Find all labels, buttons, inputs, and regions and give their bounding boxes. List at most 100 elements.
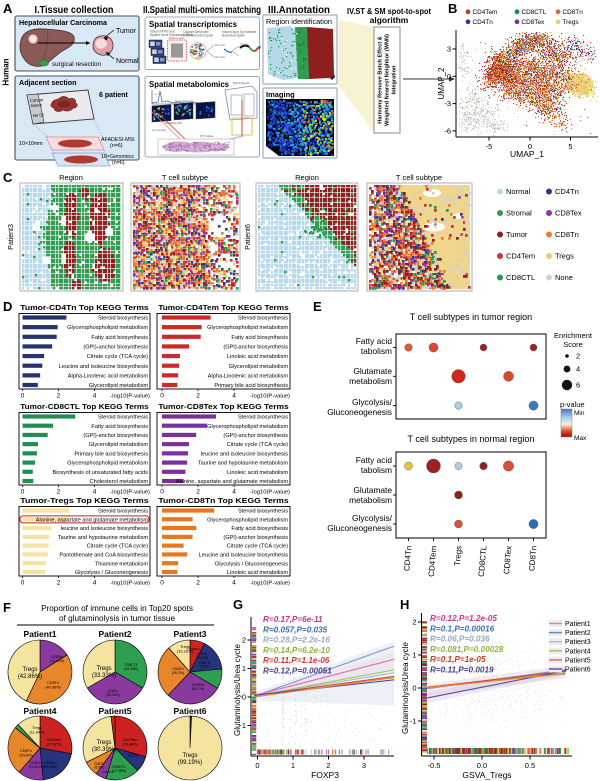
svg-text:D: D bbox=[3, 299, 12, 314]
svg-text:tabolism: tabolism bbox=[361, 465, 392, 475]
svg-text:CD4Tem: CD4Tem bbox=[473, 9, 498, 16]
svg-text:Patient4: Patient4 bbox=[23, 706, 56, 716]
svg-text:Tregs: Tregs bbox=[96, 666, 111, 672]
svg-text:CD4Tn: CD4Tn bbox=[473, 19, 494, 26]
svg-text:R=0.057,P=0.035: R=0.057,P=0.035 bbox=[263, 625, 328, 634]
svg-text:(GPI)-anchor biosynthesis: (GPI)-anchor biosynthesis bbox=[83, 433, 148, 439]
svg-text:R1 part: R1 part bbox=[215, 43, 225, 47]
svg-text:0: 0 bbox=[21, 393, 25, 400]
svg-text:CD8Tn: CD8Tn bbox=[20, 749, 32, 753]
svg-text:Visium spot: Visium spot bbox=[169, 36, 185, 40]
svg-text:-3: -3 bbox=[444, 99, 451, 108]
svg-text:6 patient: 6 patient bbox=[99, 92, 128, 99]
svg-text:Glycerophospholipid metabolism: Glycerophospholipid metabolism bbox=[207, 517, 288, 523]
svg-text:Glutamate: Glutamate bbox=[353, 485, 392, 495]
svg-text:(99.19%): (99.19%) bbox=[178, 760, 202, 766]
svg-text:Glutaminolysis/Urea cycle: Glutaminolysis/Urea cycle bbox=[401, 641, 410, 734]
svg-text:Alanine, aspartate and glutama: Alanine, aspartate and glutamate metabol… bbox=[176, 479, 289, 485]
svg-text:CD8Tex: CD8Tex bbox=[30, 761, 43, 765]
svg-text:CD8CTL: CD8CTL bbox=[522, 9, 547, 16]
svg-text:(6.9%): (6.9%) bbox=[94, 765, 103, 769]
svg-text:Tumor-CD8Tn Top KEGG Terms: Tumor-CD8Tn Top KEGG Terms bbox=[158, 496, 288, 505]
svg-text:Min: Min bbox=[574, 410, 585, 417]
svg-text:R=0.28,P=2.2e-16: R=0.28,P=2.2e-16 bbox=[263, 636, 330, 645]
svg-text:CD8Tex: CD8Tex bbox=[192, 683, 205, 687]
svg-text:Tregs: Tregs bbox=[22, 667, 37, 673]
svg-text:Patient3: Patient3 bbox=[8, 224, 15, 250]
svg-text:2: 2 bbox=[57, 489, 61, 496]
svg-text:CD8Tn: CD8Tn bbox=[555, 230, 579, 239]
svg-text:Patient3: Patient3 bbox=[565, 639, 591, 646]
svg-text:Citrate cycle (TCA cycle): Citrate cycle (TCA cycle) bbox=[227, 544, 288, 550]
svg-text:ITO slides: ITO slides bbox=[200, 134, 214, 138]
svg-text:T cell subtypes in tumor regio: T cell subtypes in tumor region bbox=[410, 312, 532, 322]
svg-text:Glycerolipid metabolism: Glycerolipid metabolism bbox=[229, 364, 289, 370]
svg-text:Primary bile acid biosynthesis: Primary bile acid biosynthesis bbox=[74, 451, 148, 457]
svg-text:Glycolysis/: Glycolysis/ bbox=[352, 513, 393, 523]
svg-text:Patient2: Patient2 bbox=[98, 629, 131, 639]
svg-text:Score: Score bbox=[563, 340, 583, 349]
svg-text:CD8Tex: CD8Tex bbox=[51, 655, 63, 659]
svg-text:(9.8%): (9.8%) bbox=[200, 665, 209, 669]
svg-text:Glycerophospholipid metabolism: Glycerophospholipid metabolism bbox=[67, 325, 148, 331]
svg-text:Thiamine metabolism: Thiamine metabolism bbox=[95, 561, 149, 567]
svg-text:Glycerophospholipid metabolism: Glycerophospholipid metabolism bbox=[207, 325, 288, 331]
svg-text:New channels: New channels bbox=[175, 99, 194, 103]
svg-text:0.0: 0.0 bbox=[477, 761, 487, 770]
svg-text:(42.86%): (42.86%) bbox=[18, 674, 42, 680]
svg-text:Glutaminolysis/Urea cycle: Glutaminolysis/Urea cycle bbox=[233, 643, 242, 736]
svg-text:(29.46%): (29.46%) bbox=[122, 742, 138, 746]
svg-text:R2 part: R2 part bbox=[215, 55, 225, 59]
svg-text:H: H bbox=[400, 597, 409, 612]
svg-text:CD8Tn: CD8Tn bbox=[47, 681, 59, 685]
svg-text:1: 1 bbox=[291, 761, 295, 770]
svg-text:CD4Tn: CD4Tn bbox=[402, 545, 413, 571]
svg-text:2: 2 bbox=[242, 636, 246, 645]
svg-text:0: 0 bbox=[447, 72, 451, 81]
svg-text:algorithm: algorithm bbox=[370, 15, 409, 25]
svg-text:R=0.12,P=1.2e-05: R=0.12,P=1.2e-05 bbox=[430, 614, 497, 623]
svg-text:Region: Region bbox=[59, 173, 83, 182]
svg-text:Patient1: Patient1 bbox=[23, 629, 56, 639]
svg-text:Patient5: Patient5 bbox=[565, 657, 591, 664]
svg-text:Cholesterol metabolism: Cholesterol metabolism bbox=[90, 479, 149, 485]
svg-text:Tumor-CD4Tn Top KEGG Terms: Tumor-CD4Tn Top KEGG Terms bbox=[20, 303, 148, 312]
svg-text:Tregs: Tregs bbox=[453, 545, 464, 566]
svg-text:Biosynthesis of unsaturated fa: Biosynthesis of unsaturated fatty acids bbox=[53, 470, 149, 476]
svg-text:Fatty acid biosynthesis: Fatty acid biosynthesis bbox=[91, 424, 148, 430]
svg-text:5: 5 bbox=[568, 142, 572, 151]
svg-text:R=0.11,P=0.0019: R=0.11,P=0.0019 bbox=[430, 666, 494, 675]
svg-text:Cancer: Cancer bbox=[30, 97, 44, 103]
svg-text:Hepatocellular Carcinoma: Hepatocellular Carcinoma bbox=[19, 20, 107, 27]
svg-text:Taurine and hypotaurine metabo: Taurine and hypotaurine metabolism bbox=[58, 535, 149, 541]
svg-text:E: E bbox=[313, 299, 322, 314]
svg-text:Steroid biosynthesis: Steroid biosynthesis bbox=[98, 509, 148, 515]
svg-text:1: 1 bbox=[412, 651, 416, 660]
svg-text:AFADESI-MS: AFADESI-MS bbox=[165, 121, 182, 125]
svg-text:No 01: No 01 bbox=[33, 112, 45, 118]
svg-text:2: 2 bbox=[576, 352, 580, 361]
svg-text:R=0.12,P=0.00051: R=0.12,P=0.00051 bbox=[263, 667, 332, 676]
svg-text:2: 2 bbox=[196, 580, 200, 587]
svg-text:Fatty acid: Fatty acid bbox=[356, 336, 393, 346]
svg-text:Tregs: Tregs bbox=[180, 644, 190, 649]
svg-text:Tumor-Tregs Top KEGG Terms: Tumor-Tregs Top KEGG Terms bbox=[20, 496, 148, 505]
svg-text:-1: -1 bbox=[410, 717, 417, 726]
svg-text:Stromal: Stromal bbox=[506, 209, 532, 218]
svg-text:Weighted Nearest Neighbor (WNN: Weighted Nearest Neighbor (WNN) bbox=[385, 34, 391, 126]
svg-text:CD4Tem: CD4Tem bbox=[47, 738, 62, 742]
svg-text:10×Genomics: 10×Genomics bbox=[101, 154, 134, 160]
svg-text:Glycolysis / Gluconeogenesis: Glycolysis / Gluconeogenesis bbox=[75, 570, 148, 576]
svg-text:Proportion of immune cells in: Proportion of immune cells in Top20 spot… bbox=[41, 604, 193, 613]
svg-text:Imaging: Imaging bbox=[266, 90, 295, 99]
svg-text:Adjacent section: Adjacent section bbox=[19, 78, 77, 87]
svg-text:III.Annotation: III.Annotation bbox=[268, 5, 330, 16]
svg-text:B: B bbox=[448, 1, 457, 16]
svg-text:Steroid biosynthesis: Steroid biosynthesis bbox=[238, 316, 288, 322]
svg-text:Patient5: Patient5 bbox=[98, 706, 131, 716]
svg-text:(16.05%): (16.05%) bbox=[50, 659, 64, 663]
svg-text:Patient1: Patient1 bbox=[565, 621, 591, 628]
svg-text:CD4Tem: CD4Tem bbox=[188, 647, 200, 651]
svg-text:Primary bile acid biosynthesis: Primary bile acid biosynthesis bbox=[214, 383, 288, 389]
svg-text:(GPI)-anchor biosynthesis: (GPI)-anchor biosynthesis bbox=[223, 345, 288, 351]
